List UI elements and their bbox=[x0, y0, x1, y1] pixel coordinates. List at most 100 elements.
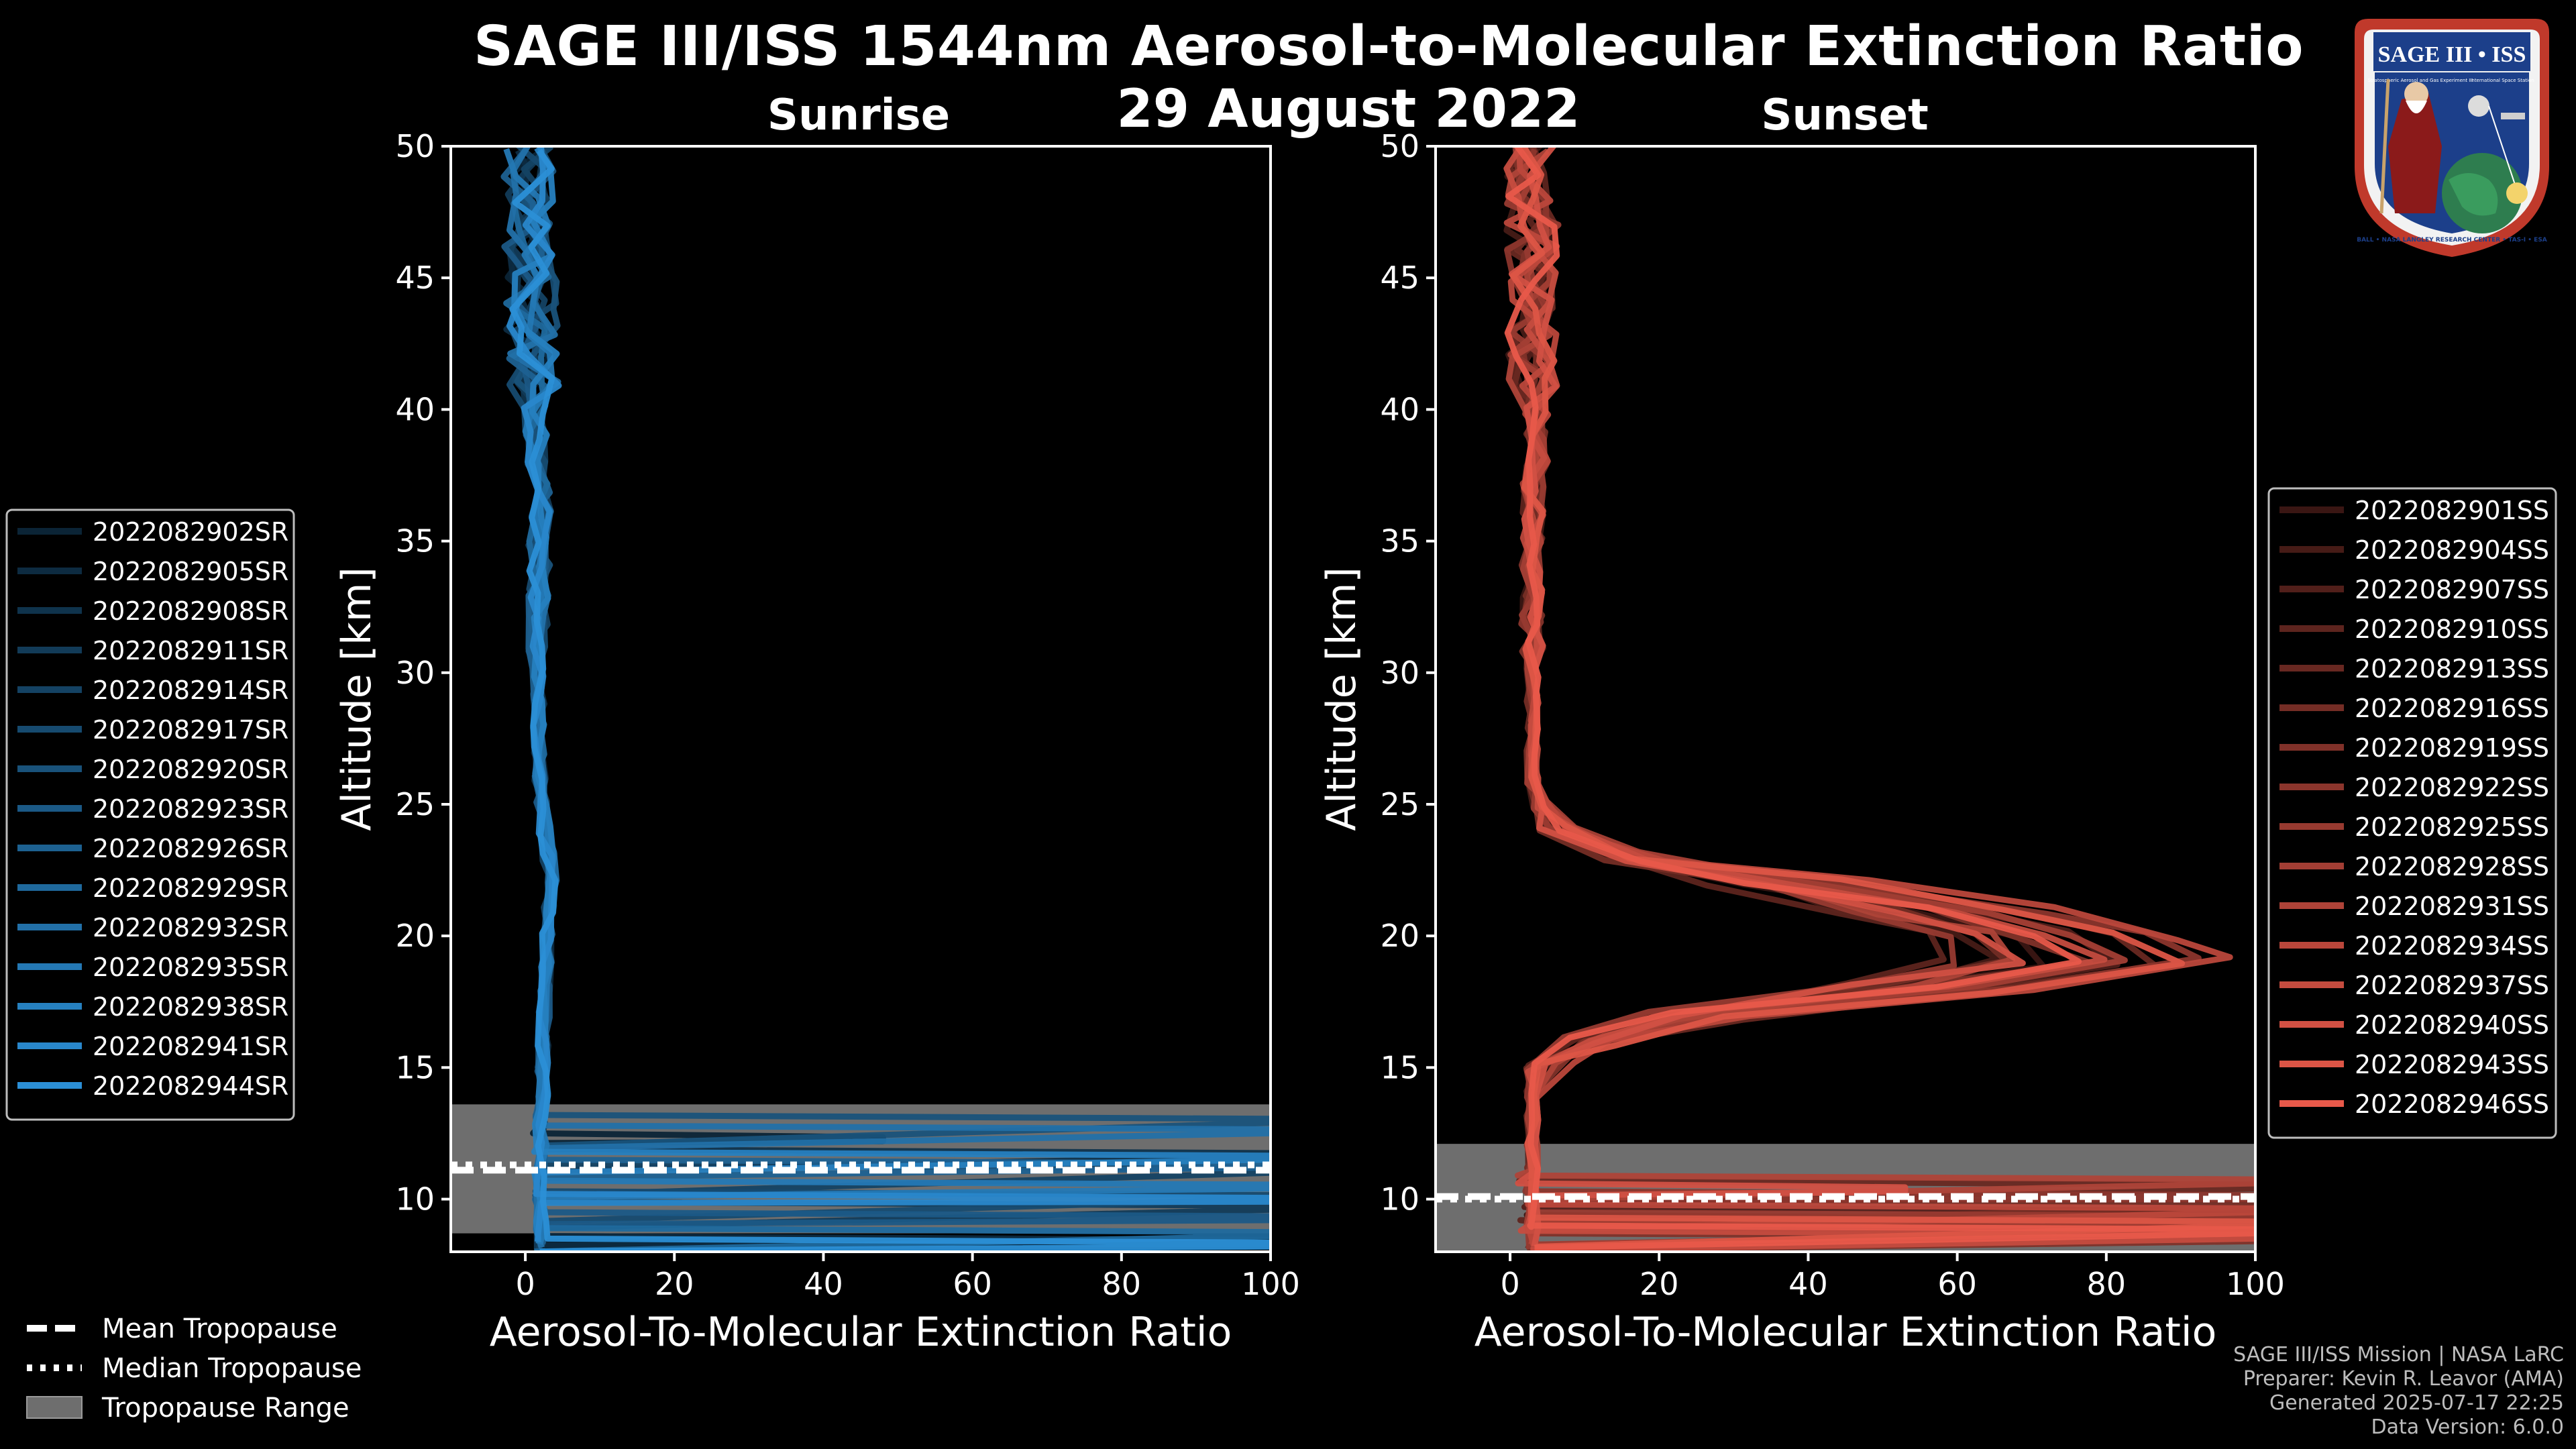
tropopause-legend-label: Median Tropopause bbox=[102, 1353, 362, 1384]
sunrise-legend-entry: 2022082938SR bbox=[93, 992, 288, 1022]
sunrise-y-tick-label: 15 bbox=[395, 1049, 435, 1085]
sunrise-x-tick-label: 20 bbox=[655, 1266, 694, 1302]
sunset-x-tick-label: 20 bbox=[1640, 1266, 1679, 1302]
sunset-y-tick-label: 40 bbox=[1380, 391, 1419, 427]
sunrise-series-line-2022082932SR bbox=[506, 146, 1271, 1249]
sunset-legend-entry: 2022082901SS bbox=[2355, 496, 2549, 525]
sunset-x-tick-label: 40 bbox=[1788, 1266, 1828, 1302]
sunrise-y-tick-label: 35 bbox=[395, 523, 435, 559]
sunset-series-line-2022082925SS bbox=[1504, 148, 2255, 1250]
sunrise-legend: 2022082902SR 2022082905SR 2022082908SR 2022… bbox=[5, 508, 295, 1121]
sunset-legend-entry: 2022082928SS bbox=[2355, 852, 2549, 881]
sunrise-y-axis-label: Altitude [km] bbox=[333, 567, 380, 831]
page-title: SAGE III/ISS 1544nm Aerosol-to-Molecular… bbox=[473, 15, 2304, 78]
tropopause-legend: Mean Tropopause Median Tropopause Tropopau… bbox=[26, 1313, 362, 1424]
sunset-x-tick-label: 100 bbox=[2226, 1266, 2285, 1302]
sunrise-y-tick-label: 20 bbox=[395, 918, 435, 954]
sunset-legend-entry: 2022082931SS bbox=[2355, 892, 2549, 921]
tropopause-legend-label: Mean Tropopause bbox=[102, 1313, 337, 1344]
sunrise-x-axis-label: Aerosol-To-Molecular Extinction Ratio bbox=[490, 1309, 1232, 1356]
credits-block: SAGE III/ISS Mission | NASA LaRC Prepare… bbox=[2233, 1343, 2564, 1440]
sunset-legend-entry: 2022082904SS bbox=[2355, 535, 2549, 565]
sunrise-legend-entry: 2022082914SR bbox=[93, 676, 288, 705]
sunrise-series-line-2022082923SR bbox=[501, 146, 1271, 1246]
badge-title: SAGE III • ISS bbox=[2378, 42, 2526, 67]
credit-line-mission: SAGE III/ISS Mission | NASA LaRC bbox=[2233, 1343, 2564, 1366]
sunset-legend-entry: 2022082925SS bbox=[2355, 812, 2549, 842]
sunrise-series-line-2022082908SR bbox=[513, 146, 1271, 1242]
badge-caption-left: Stratospheric Aerosol and Gas Experiment… bbox=[2367, 78, 2473, 83]
sunrise-x-tick-label: 40 bbox=[804, 1266, 843, 1302]
sunset-legend-entry: 2022082907SS bbox=[2355, 575, 2549, 604]
sunset-y-axis-label: Altitude [km] bbox=[1318, 567, 1365, 831]
sunrise-series-line-2022082911SR bbox=[504, 146, 1271, 1250]
sunset-x-axis-label: Aerosol-To-Molecular Extinction Ratio bbox=[1474, 1309, 2217, 1356]
sunrise-plot-area bbox=[451, 146, 1271, 1252]
sunset-y-tick-label: 10 bbox=[1380, 1181, 1419, 1218]
sunset-series-line-2022082913SS bbox=[1504, 146, 2255, 1250]
badge-iss bbox=[2501, 113, 2525, 119]
badge-ring-text: BALL • NASA LANGLEY RESEARCH CENTER • TA… bbox=[2357, 237, 2547, 244]
sunset-y-tick-label: 25 bbox=[1380, 786, 1419, 822]
sunrise-y-tick-label: 50 bbox=[395, 128, 435, 164]
sunrise-x-tick-label: 60 bbox=[953, 1266, 992, 1302]
sunset-series-line-2022082922SS bbox=[1504, 148, 2255, 1246]
sunrise-y-tick-label: 45 bbox=[395, 260, 435, 296]
sunset-legend-entry: 2022082943SS bbox=[2355, 1050, 2549, 1079]
sunset-axes-frame bbox=[1434, 145, 2257, 1253]
sunrise-legend-entry: 2022082926SR bbox=[93, 834, 288, 863]
sunrise-series-line-2022082941SR bbox=[506, 146, 1271, 1242]
sunrise-legend-entry: 2022082920SR bbox=[93, 755, 288, 784]
credit-line-version: Data Version: 6.0.0 bbox=[2371, 1415, 2564, 1439]
sunset-legend-entry: 2022082934SS bbox=[2355, 931, 2549, 961]
sunset-series-line-2022082946SS bbox=[1504, 146, 2255, 1251]
sunset-legend-frame bbox=[2267, 487, 2557, 1139]
sunset-legend-entry: 2022082916SS bbox=[2355, 694, 2549, 723]
sunrise-y-tick-label: 40 bbox=[395, 391, 435, 427]
sunrise-x-tick-label: 0 bbox=[515, 1266, 535, 1302]
sunrise-legend-entry: 2022082902SR bbox=[93, 517, 288, 547]
sunset-series-line-2022082943SS bbox=[1510, 146, 2255, 1250]
sunrise-x-tick-label: 100 bbox=[1241, 1266, 1300, 1302]
badge-beam bbox=[2488, 105, 2516, 187]
sunset-y-tick-label: 50 bbox=[1380, 128, 1419, 164]
sunrise-x-tick-label: 80 bbox=[1102, 1266, 1142, 1302]
sunset-x-tick-label: 80 bbox=[2087, 1266, 2127, 1302]
sunset-series-line-2022082931SS bbox=[1505, 148, 2255, 1246]
sunrise-legend-entry: 2022082923SR bbox=[93, 794, 288, 824]
sunset-series-line-2022082940SS bbox=[1508, 146, 2026, 1247]
sunset-legend-entry: 2022082940SS bbox=[2355, 1010, 2549, 1040]
tropopause-legend-label: Tropopause Range bbox=[101, 1393, 350, 1424]
sunset-series-line-2022082907SS bbox=[1505, 146, 2255, 1248]
badge-scientist-figure bbox=[2388, 93, 2442, 213]
sunrise-series-line-2022082914SR bbox=[507, 146, 1271, 1250]
sage-iss-mission-badge: SAGE III • ISS Stratospheric Aerosol and… bbox=[2355, 19, 2549, 257]
sunset-legend-entry: 2022082937SS bbox=[2355, 971, 2549, 1000]
sunrise-legend-entry: 2022082935SR bbox=[93, 953, 288, 982]
sunrise-legend-entry: 2022082932SR bbox=[93, 913, 288, 943]
sunset-series-line-2022082904SS bbox=[1503, 150, 2255, 1248]
sunset-series-line-2022082901SS bbox=[1504, 146, 2255, 1252]
sunset-series-line-2022082934SS bbox=[1503, 146, 2255, 1251]
sunset-y-tick-label: 35 bbox=[1380, 523, 1419, 559]
badge-moon bbox=[2468, 95, 2489, 117]
badge-scientist-head bbox=[2404, 82, 2428, 106]
sunset-series-line-2022082937SS bbox=[1503, 147, 2255, 1252]
sunset-panel-title: Sunset bbox=[1761, 91, 1929, 140]
badge-staff bbox=[2379, 78, 2390, 214]
legend-tropopause-range-swatch bbox=[26, 1396, 83, 1419]
badge-sun bbox=[2506, 182, 2528, 204]
sunset-legend-entry: 2022082922SS bbox=[2355, 773, 2549, 802]
sunrise-series-line-2022082929SR bbox=[503, 146, 1271, 1252]
sunrise-legend-entry: 2022082905SR bbox=[93, 557, 288, 586]
sunset-chart: 0 20 40 60 80 100 10 15 20 25 30 35 40 45 50 Aerosol-To… bbox=[1318, 128, 2285, 1356]
sunrise-series-line-2022082902SR bbox=[504, 146, 886, 1249]
badge-continent bbox=[2449, 173, 2498, 216]
sunset-y-tick-label: 20 bbox=[1380, 918, 1419, 954]
sunrise-chart: 0 20 40 60 80 100 10 15 20 25 30 35 40 45 50 Aerosol-To… bbox=[333, 128, 1300, 1356]
sunset-series-line-2022082928SS bbox=[1507, 146, 2255, 1248]
sunrise-y-tick-label: 25 bbox=[395, 786, 435, 822]
credit-line-preparer: Preparer: Kevin R. Leavor (AMA) bbox=[2243, 1367, 2564, 1391]
page-subtitle: 29 August 2022 bbox=[1116, 79, 1580, 140]
sunset-y-tick-label: 30 bbox=[1380, 655, 1419, 691]
